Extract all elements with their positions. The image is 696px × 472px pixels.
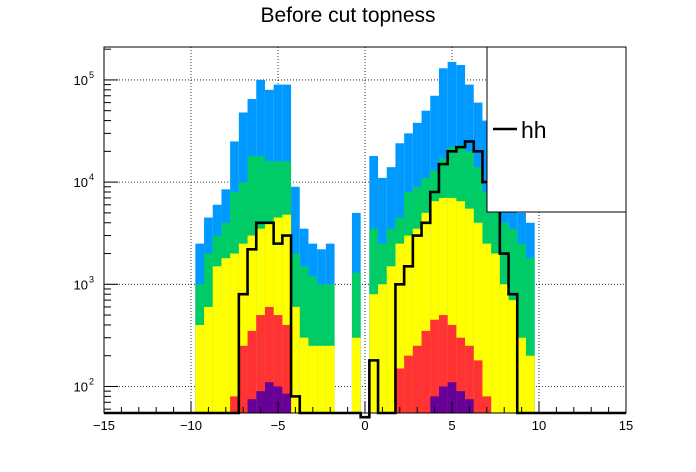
histogram-bar	[421, 212, 431, 413]
histogram-bar	[447, 324, 457, 413]
histogram-bar	[508, 300, 518, 413]
x-tick-label: 10	[532, 418, 546, 433]
y-tick-exponent: 4	[89, 172, 94, 182]
histogram-bar	[517, 243, 526, 413]
histogram-bar	[465, 345, 474, 413]
histogram-bar	[517, 337, 526, 413]
histogram-bar	[238, 345, 248, 413]
histogram-bar	[230, 253, 239, 413]
histogram-bar	[299, 337, 309, 413]
histogram-bar	[499, 284, 509, 413]
histogram-bar	[238, 243, 248, 413]
histogram-bar	[264, 382, 274, 413]
histogram-bar	[378, 284, 387, 413]
histogram-bar	[438, 386, 448, 413]
histogram-bar	[456, 337, 466, 413]
histogram-bar	[525, 355, 535, 413]
y-tick-exponent: 2	[89, 376, 94, 386]
histogram-bar	[273, 386, 283, 413]
y-tick-label: 10	[74, 277, 88, 292]
histogram-bar	[525, 258, 535, 413]
x-tick-label: 0	[361, 418, 368, 433]
x-tick-label: −5	[271, 418, 286, 433]
histogram-bar	[430, 396, 439, 413]
histogram-bar	[247, 330, 257, 413]
histogram-bar	[369, 294, 379, 413]
histogram-bar	[230, 396, 239, 413]
histogram-bar	[256, 391, 265, 413]
histogram-bar	[282, 324, 292, 413]
histogram-bar	[273, 315, 283, 413]
y-tick-label: 10	[74, 379, 88, 394]
histogram-bar	[404, 235, 413, 413]
histogram-bar	[204, 306, 213, 413]
histogram-bar	[438, 315, 448, 413]
histogram-bar	[465, 399, 474, 413]
histogram-bar	[195, 324, 205, 413]
histogram-bar	[447, 382, 457, 413]
histogram-bar	[264, 306, 274, 413]
histogram-bar	[282, 214, 292, 413]
histogram-bar	[212, 266, 222, 413]
histogram-bar	[412, 228, 422, 413]
histogram-bar	[308, 276, 318, 413]
legend-hh-label: hh	[521, 117, 547, 143]
x-tick-label: −10	[180, 418, 202, 433]
histogram-bar	[482, 243, 492, 413]
histogram-bar	[247, 235, 257, 413]
histogram-bar	[421, 330, 431, 413]
histogram-bar	[221, 258, 231, 413]
y-tick-exponent: 5	[89, 70, 94, 80]
histogram-bar	[438, 197, 448, 413]
x-tick-label: −15	[93, 418, 115, 433]
histogram-bar	[317, 345, 326, 413]
histogram-bar	[447, 197, 457, 413]
chart-title: Before cut topness	[260, 4, 436, 27]
histogram-bar	[351, 337, 361, 413]
histogram-bar	[291, 306, 300, 413]
histogram-bar	[456, 201, 466, 413]
histogram-bar	[247, 399, 257, 413]
histogram-bar	[404, 355, 413, 413]
histogram-bar	[386, 266, 396, 413]
histogram-bar	[465, 208, 474, 413]
y-tick-exponent: 3	[89, 274, 94, 284]
y-tick-label: 10	[74, 175, 88, 190]
histogram-bar	[325, 345, 335, 413]
histogram-bar	[482, 396, 492, 413]
histogram-bar	[256, 315, 265, 413]
histogram-bar	[430, 319, 439, 413]
x-tick-label: 15	[619, 418, 633, 433]
histogram-bar	[456, 391, 466, 413]
x-tick-label: 5	[448, 418, 455, 433]
histogram-bar	[282, 393, 292, 413]
histogram-bar	[491, 253, 500, 413]
histogram-bar	[473, 222, 483, 413]
histogram-bar	[412, 345, 422, 413]
histogram-bar	[473, 360, 483, 413]
histogram-bar	[430, 201, 439, 413]
histogram-bar	[395, 368, 405, 413]
histogram-bar	[395, 243, 405, 413]
y-tick-label: 10	[74, 73, 88, 88]
histogram-bar	[308, 345, 318, 413]
